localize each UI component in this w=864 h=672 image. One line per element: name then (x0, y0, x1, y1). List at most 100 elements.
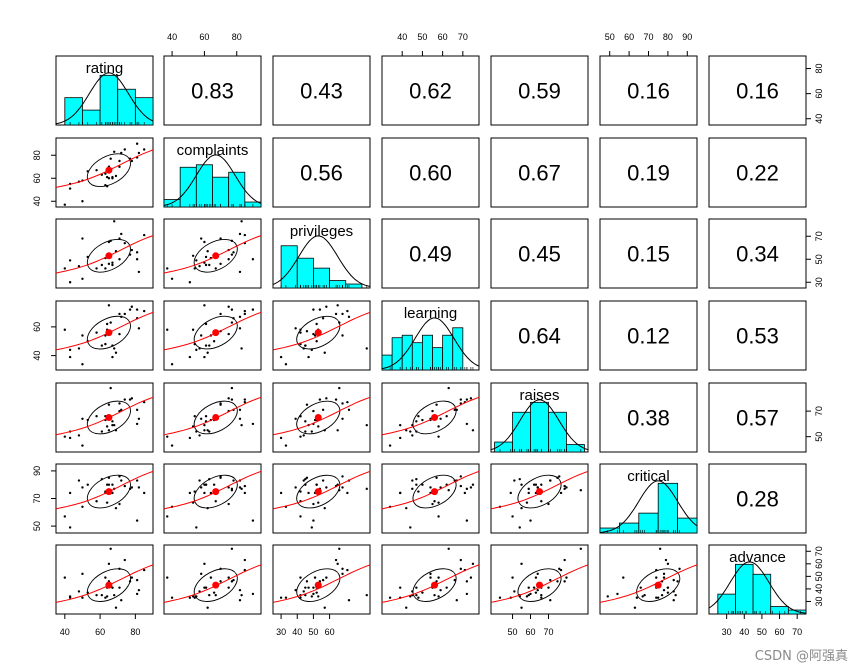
data-point (238, 417, 242, 420)
data-point (206, 606, 209, 609)
correlation-label: 0.22 (736, 161, 779, 186)
tick-label: 60 (95, 627, 105, 637)
data-point (563, 558, 566, 562)
data-point (113, 150, 116, 153)
mean-point (431, 488, 439, 496)
data-point (657, 596, 660, 599)
data-point (318, 308, 322, 311)
data-point (104, 596, 107, 599)
panel-frame (272, 137, 371, 208)
data-point (105, 175, 109, 179)
data-point (206, 250, 209, 253)
data-point (206, 351, 209, 354)
data-point (232, 479, 235, 482)
data-point (559, 568, 563, 572)
tick-label: 60 (32, 322, 42, 332)
data-point (511, 515, 514, 518)
correlation-label: 0.12 (627, 324, 670, 349)
data-point (338, 547, 341, 550)
data-point (341, 486, 344, 489)
data-point (105, 501, 109, 504)
histogram-bar (657, 482, 679, 534)
loess-line (381, 470, 480, 510)
data-point (305, 329, 309, 333)
data-point (388, 596, 392, 599)
data-point (529, 519, 532, 522)
data-point (227, 332, 230, 336)
data-point (437, 515, 440, 518)
tick-label: 90 (32, 466, 42, 476)
data-point (199, 334, 203, 337)
loess-line (272, 564, 371, 603)
data-point (459, 484, 463, 488)
data-point (77, 434, 81, 437)
data-point (471, 562, 475, 566)
tick-label: 70 (814, 231, 824, 241)
data-point (123, 558, 126, 562)
data-point (188, 491, 192, 495)
data-point (299, 331, 302, 334)
tick-label: 60 (775, 627, 785, 637)
panel-frame (490, 300, 589, 371)
data-point (334, 312, 338, 316)
data-point (230, 547, 234, 550)
data-point (203, 355, 206, 359)
correlation-label: 0.49 (409, 242, 452, 267)
data-point (113, 347, 116, 350)
data-point (107, 262, 111, 266)
data-point (334, 558, 338, 562)
data-point (334, 398, 338, 401)
data-point (251, 308, 255, 311)
tick-label: 60 (438, 32, 448, 42)
panel-frame (599, 137, 698, 208)
data-point (639, 586, 642, 589)
panel-frame (55, 137, 154, 208)
data-point (527, 586, 530, 589)
data-point (433, 593, 436, 597)
data-point (135, 251, 139, 254)
data-point (105, 425, 109, 428)
data-point (204, 263, 208, 267)
data-point (558, 567, 561, 571)
correlation-ellipse (517, 568, 562, 602)
data-point (219, 312, 222, 316)
panel-frame (163, 544, 262, 615)
data-point (95, 331, 98, 334)
data-point (346, 491, 349, 495)
data-point (536, 572, 539, 576)
data-point (279, 436, 283, 440)
data-point (118, 586, 121, 589)
data-point (431, 502, 434, 506)
data-point (549, 578, 552, 582)
data-point (137, 270, 141, 274)
correlation-ellipse (412, 568, 457, 602)
tick-label: 70 (32, 493, 42, 503)
data-point (198, 264, 201, 268)
watermark: CSDN @阿强真 (754, 649, 848, 664)
data-point (307, 586, 310, 589)
tick-label: 60 (526, 627, 536, 637)
loess-line (163, 396, 262, 436)
data-point (437, 595, 440, 598)
data-point (105, 483, 109, 486)
data-point (527, 593, 530, 597)
panel-frame (272, 382, 371, 453)
loess-line (272, 470, 371, 510)
data-point (445, 415, 448, 418)
data-point (195, 259, 198, 262)
panel-frame (708, 55, 807, 126)
density-curve (599, 480, 698, 533)
data-point (81, 417, 84, 420)
loess-line (381, 564, 480, 603)
panel-frame (708, 300, 807, 371)
data-point (212, 483, 216, 486)
data-point (279, 491, 283, 495)
mean-point (654, 581, 662, 589)
variable-label: learning (404, 305, 457, 322)
histogram-bar (117, 88, 136, 126)
data-point (111, 355, 114, 359)
tick-label: 70 (458, 32, 468, 42)
data-point (240, 487, 243, 491)
panel-frame (599, 218, 698, 289)
tick-label: 60 (32, 173, 42, 183)
